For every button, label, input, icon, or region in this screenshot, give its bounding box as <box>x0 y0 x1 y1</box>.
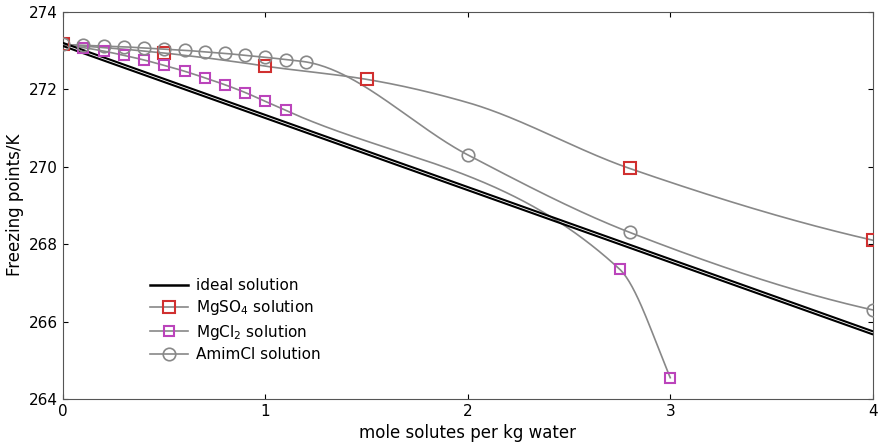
Legend: ideal solution, MgSO$_4$ solution, MgCl$_2$ solution, AmimCl solution: ideal solution, MgSO$_4$ solution, MgCl$… <box>144 272 327 368</box>
Y-axis label: Freezing points/K: Freezing points/K <box>5 134 24 276</box>
X-axis label: mole solutes per kg water: mole solutes per kg water <box>359 424 577 443</box>
